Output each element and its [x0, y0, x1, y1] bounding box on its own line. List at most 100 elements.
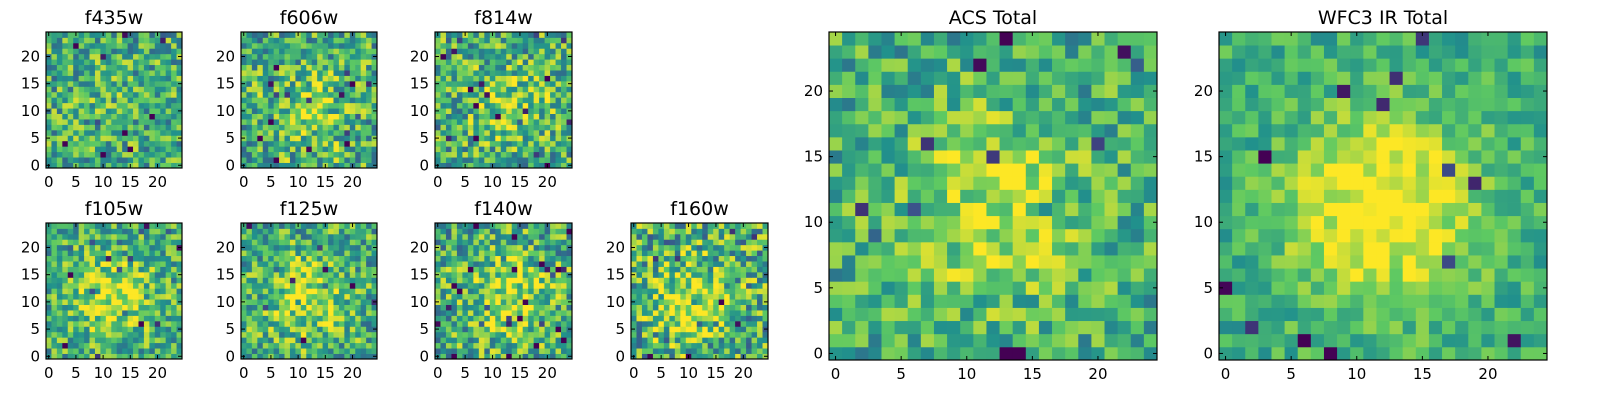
- heatmap-cell: [691, 337, 698, 344]
- heatmap-cell: [467, 337, 474, 344]
- heatmap-cell: [495, 42, 502, 49]
- heatmap-cell: [740, 261, 747, 267]
- heatmap-cell: [1143, 241, 1158, 256]
- heatmap-cell: [500, 113, 507, 120]
- heatmap-cell: [855, 307, 869, 322]
- heatmap-cell: [636, 223, 643, 229]
- heatmap-cell: [355, 157, 362, 163]
- heatmap-cell: [154, 59, 161, 66]
- heatmap-cell: [355, 129, 362, 136]
- heatmap-cell: [160, 348, 167, 354]
- heatmap-cell: [122, 348, 128, 354]
- heatmap-cell: [78, 266, 85, 273]
- heatmap-cell: [171, 228, 177, 235]
- heatmap-cell: [338, 271, 345, 278]
- heatmap-cell: [138, 124, 145, 131]
- heatmap-cell: [138, 266, 145, 273]
- heatmap-cell: [73, 146, 80, 153]
- heatmap-cell: [663, 315, 670, 322]
- heatmap-cell: [328, 348, 334, 354]
- heatmap-cell: [702, 310, 709, 316]
- heatmap-cell: [165, 353, 172, 360]
- heatmap-cell: [122, 113, 128, 120]
- heatmap-cell: [149, 48, 156, 55]
- heatmap-cell: [349, 293, 356, 300]
- heatmap-cell: [495, 162, 502, 169]
- heatmap-cell: [116, 48, 123, 55]
- heatmap-cell: [279, 59, 285, 66]
- heatmap-cell: [544, 304, 551, 311]
- heatmap-cell: [1091, 215, 1105, 230]
- heatmap-cell: [528, 108, 535, 114]
- heatmap-cell: [445, 32, 452, 38]
- heatmap-cell: [435, 293, 441, 300]
- heatmap-cell: [317, 293, 323, 300]
- heatmap-cell: [133, 293, 139, 300]
- heatmap-cell: [284, 32, 291, 38]
- heatmap-cell: [154, 42, 161, 49]
- heatmap-cell: [740, 282, 747, 289]
- heatmap-cell: [105, 277, 112, 284]
- heatmap-cell: [685, 331, 692, 338]
- heatmap-cell: [355, 75, 362, 82]
- heatmap-cell: [51, 59, 58, 66]
- heatmap-cell: [171, 146, 177, 153]
- heatmap-cell: [522, 59, 529, 66]
- heatmap-cell: [1130, 307, 1145, 322]
- heatmap-cell: [751, 293, 758, 300]
- heatmap-cell: [707, 326, 714, 333]
- heatmap-cell: [691, 288, 698, 295]
- heatmap-cell: [544, 59, 551, 66]
- heatmap-cell: [462, 80, 469, 87]
- heatmap-cell: [46, 233, 52, 240]
- heatmap-cell: [165, 266, 172, 273]
- heatmap-cell: [371, 315, 378, 322]
- heatmap-cell: [360, 348, 367, 354]
- heatmap-cell: [51, 244, 58, 251]
- heatmap-cell: [328, 59, 334, 66]
- heatmap-cell: [251, 48, 258, 55]
- heatmap-cell: [89, 80, 96, 87]
- heatmap-cell: [355, 277, 362, 284]
- heatmap-cell: [500, 326, 507, 333]
- x-tick-label: 5: [71, 364, 81, 382]
- heatmap-cell: [279, 299, 285, 305]
- heatmap-cell: [149, 293, 156, 300]
- heatmap-cell: [751, 282, 758, 289]
- heatmap-cell: [273, 97, 280, 104]
- heatmap-cell: [484, 146, 491, 153]
- heatmap-cell: [511, 271, 518, 278]
- heatmap-cell: [328, 304, 334, 311]
- heatmap-cell: [62, 75, 69, 82]
- heatmap-cell: [100, 119, 107, 125]
- heatmap-cell: [317, 315, 323, 322]
- heatmap-cell: [262, 70, 269, 76]
- heatmap-cell: [360, 239, 367, 246]
- heatmap-cell: [842, 307, 856, 322]
- heatmap-cell: [127, 288, 134, 295]
- heatmap-cell: [511, 255, 518, 262]
- heatmap-cell: [561, 80, 567, 87]
- heatmap-cell: [165, 53, 172, 60]
- heatmap-cell: [349, 48, 356, 55]
- heatmap-cell: [366, 288, 372, 295]
- heatmap-cell: [116, 64, 123, 71]
- heatmap-cell: [317, 244, 323, 251]
- heatmap-cell: [122, 244, 128, 251]
- heatmap-cell: [133, 342, 139, 349]
- heatmap-cell: [473, 37, 480, 44]
- heatmap-cell: [160, 162, 167, 169]
- heatmap-cell: [311, 353, 318, 360]
- heatmap-cell: [317, 271, 323, 278]
- heatmap-cell: [539, 239, 545, 246]
- heatmap-cell: [116, 108, 123, 114]
- heatmap-cell: [73, 157, 80, 163]
- heatmap-cell: [500, 266, 507, 273]
- heatmap-cell: [89, 266, 96, 273]
- heatmap-cell: [273, 59, 280, 66]
- heatmap-cell: [46, 124, 52, 131]
- heatmap-cell: [143, 32, 150, 38]
- heatmap-cell: [333, 299, 340, 305]
